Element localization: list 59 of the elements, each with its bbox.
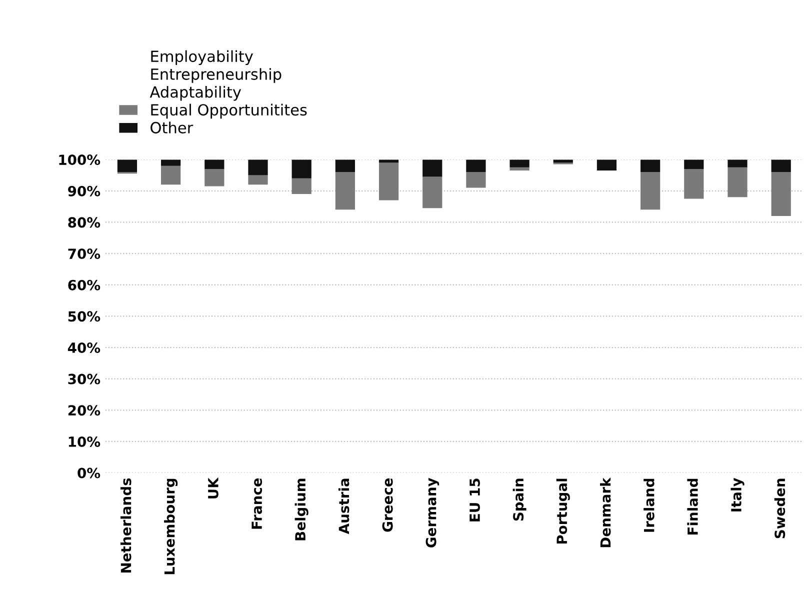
bar [161,166,181,185]
bar [728,167,748,198]
bar [378,162,399,200]
bar [117,160,138,172]
x-tick-label: Italy [730,478,744,512]
y-tick-label: 90% [68,186,100,196]
y-tick-label: 10% [68,436,100,447]
legend-label: Equal Opportunitites [151,104,307,119]
y-tick-label: 50% [68,311,100,322]
y-tick-label: 60% [68,280,100,290]
bar [510,160,530,168]
x-tick-label: Austria [338,478,350,534]
bar [771,172,791,216]
bar [728,160,748,168]
text: Entrepreneurship [151,68,282,83]
x-tick-label: Belgium [294,478,308,540]
bar [771,160,791,172]
bar [292,160,312,178]
y-tick-label: 0% [78,468,100,478]
bar [335,160,355,172]
text: Adaptability [150,86,242,101]
x-tick-label: Sweden [774,478,786,538]
bar [204,160,224,169]
x-tick-label: Finland [687,478,698,534]
y-tick-label: 100% [59,154,100,166]
x-tick-label: Germany [426,478,440,548]
x-tick-label: Denmark [600,477,611,548]
bar [466,172,486,188]
text: Employability [151,50,253,66]
x-tick-label: EU 15 [470,478,480,522]
bar [161,160,181,166]
x-tick-label: UK [208,477,218,498]
bar [466,160,486,172]
x-tick-label: Luxembourg [164,478,178,574]
y-tick-label: 40% [68,342,100,353]
bar [640,160,660,172]
bar [248,175,268,185]
x-tick-label: France [252,478,262,529]
x-tick-label: Spain [512,478,526,521]
bar [248,160,268,176]
x-tick-label: Greece [382,478,393,532]
bar [684,160,704,169]
x-tick-label: Ireland [644,478,654,532]
bar [292,178,312,194]
x-tick-label: Portugal [556,478,570,544]
y-tick-label: 20% [68,405,100,416]
bar [422,160,442,177]
y-tick-label: 70% [68,248,100,260]
bar [684,168,704,199]
x-tick-label: Netherlands [120,478,132,572]
y-tick-label: 30% [68,374,100,384]
bar [335,172,355,210]
bar [510,167,530,171]
legend-label: Other [150,122,194,134]
bar [204,168,224,186]
bar [422,176,442,208]
bar [640,172,660,210]
y-tick-label: 80% [68,217,100,228]
bar [596,160,617,171]
